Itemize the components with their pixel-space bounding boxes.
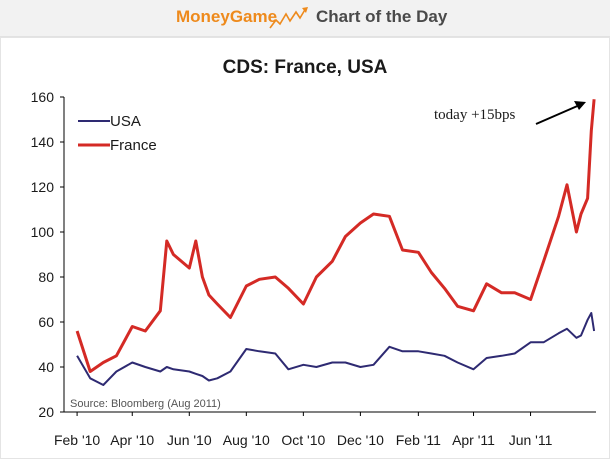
brand-logo-text: MoneyGame [176, 7, 278, 26]
annotation-arrow [535, 101, 586, 125]
x-tick-label: Oct '10 [281, 432, 325, 448]
x-tick-label: Jun '11 [509, 432, 553, 448]
y-tick-label: 40 [38, 359, 54, 375]
y-tick-label: 160 [31, 89, 55, 105]
x-tick-label: Feb '11 [396, 432, 441, 448]
page-header: MoneyGame Chart of the Day [0, 0, 610, 37]
chart-title: CDS: France, USA [223, 57, 388, 78]
y-tick-label: 20 [38, 404, 54, 420]
y-tick-label: 60 [38, 314, 54, 330]
trend-line-arrow-icon [269, 7, 308, 29]
x-tick-label: Feb '10 [54, 432, 100, 448]
section-title: Chart of the Day [316, 7, 448, 26]
x-tick-label: Apr '11 [452, 432, 495, 448]
x-tick-label: Jun '10 [167, 432, 212, 448]
y-tick-label: 100 [31, 224, 55, 240]
annotation-text: today +15bps [434, 107, 516, 123]
x-tick-label: Dec '10 [337, 432, 384, 448]
series-line-france [75, 99, 596, 373]
x-tick-label: Apr '10 [110, 432, 154, 448]
legend-label-usa: USA [110, 113, 141, 130]
y-tick-label: 140 [31, 134, 55, 150]
x-tick-label: Aug '10 [223, 432, 270, 448]
legend-label-france: France [110, 137, 157, 154]
source-note: Source: Bloomberg (Aug 2011) [70, 398, 221, 410]
series-line-usa [76, 312, 596, 386]
y-tick-label: 120 [31, 179, 55, 195]
y-tick-label: 80 [38, 269, 54, 285]
